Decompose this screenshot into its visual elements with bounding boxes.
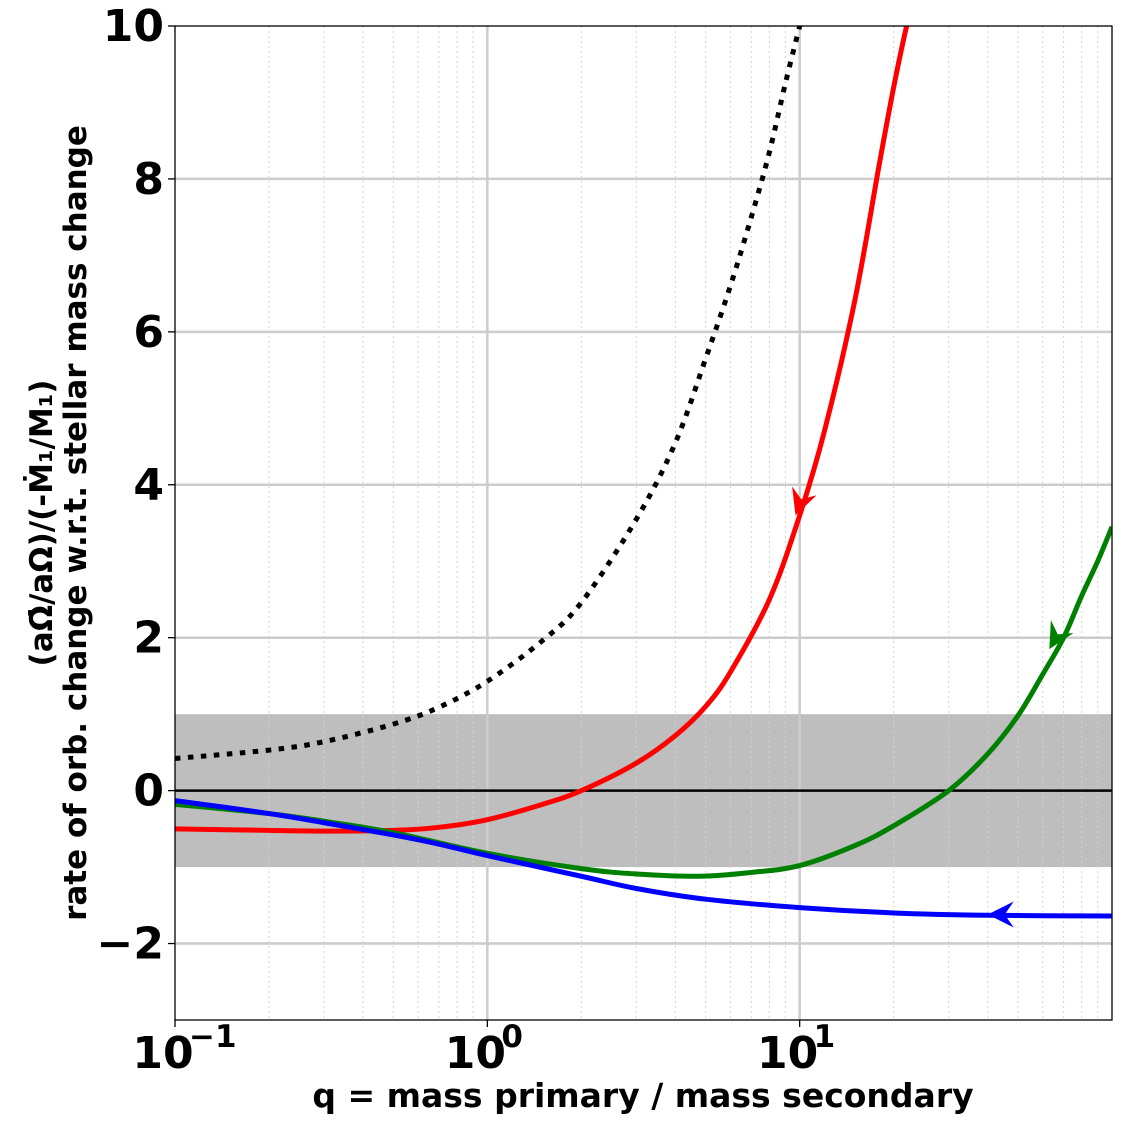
series-blue-arrowhead <box>987 901 1014 928</box>
series-dotted-black-line <box>175 26 803 761</box>
series-layer <box>175 26 1112 919</box>
y-axis-title-line-2: rate of orb. change w.r.t. stellar mass … <box>58 125 94 921</box>
series-red-line <box>175 26 910 834</box>
x-tick-label: 10 <box>445 1028 506 1079</box>
y-tick-label: 8 <box>133 154 164 205</box>
x-axis-title: q = mass primary / mass secondary <box>312 1076 973 1115</box>
y-ticks: −2 0 2 4 6 8 10 <box>97 1 175 970</box>
x-tick-exponent: −1 <box>189 1019 237 1055</box>
x-tick-label: 10 <box>757 1028 818 1079</box>
series-red-arrowhead <box>792 486 817 516</box>
plot-frame <box>174 25 1113 1021</box>
y-tick-label: 0 <box>133 766 164 817</box>
grid-layer <box>175 26 1112 1020</box>
y-tick-label: −2 <box>97 919 164 970</box>
series-green-arrowhead <box>1049 620 1074 650</box>
y-tick-label: 4 <box>133 460 164 511</box>
y-tick-label: 2 <box>133 613 164 664</box>
y-tick-label: 10 <box>103 1 164 52</box>
y-tick-label: 6 <box>133 307 164 358</box>
x-tick-exponent: 0 <box>501 1019 523 1055</box>
arrow-layer <box>792 486 1074 928</box>
x-tick-label: 10 <box>132 1028 193 1079</box>
x-tick-exponent: 1 <box>814 1019 836 1055</box>
x-ticks: 10−1 100 101 <box>132 1019 835 1079</box>
series-blue-line <box>175 798 1112 919</box>
y-axis-title-line-1: (aΩ̇/aΩ)/(-Ṁ₁/M₁) <box>24 380 60 667</box>
